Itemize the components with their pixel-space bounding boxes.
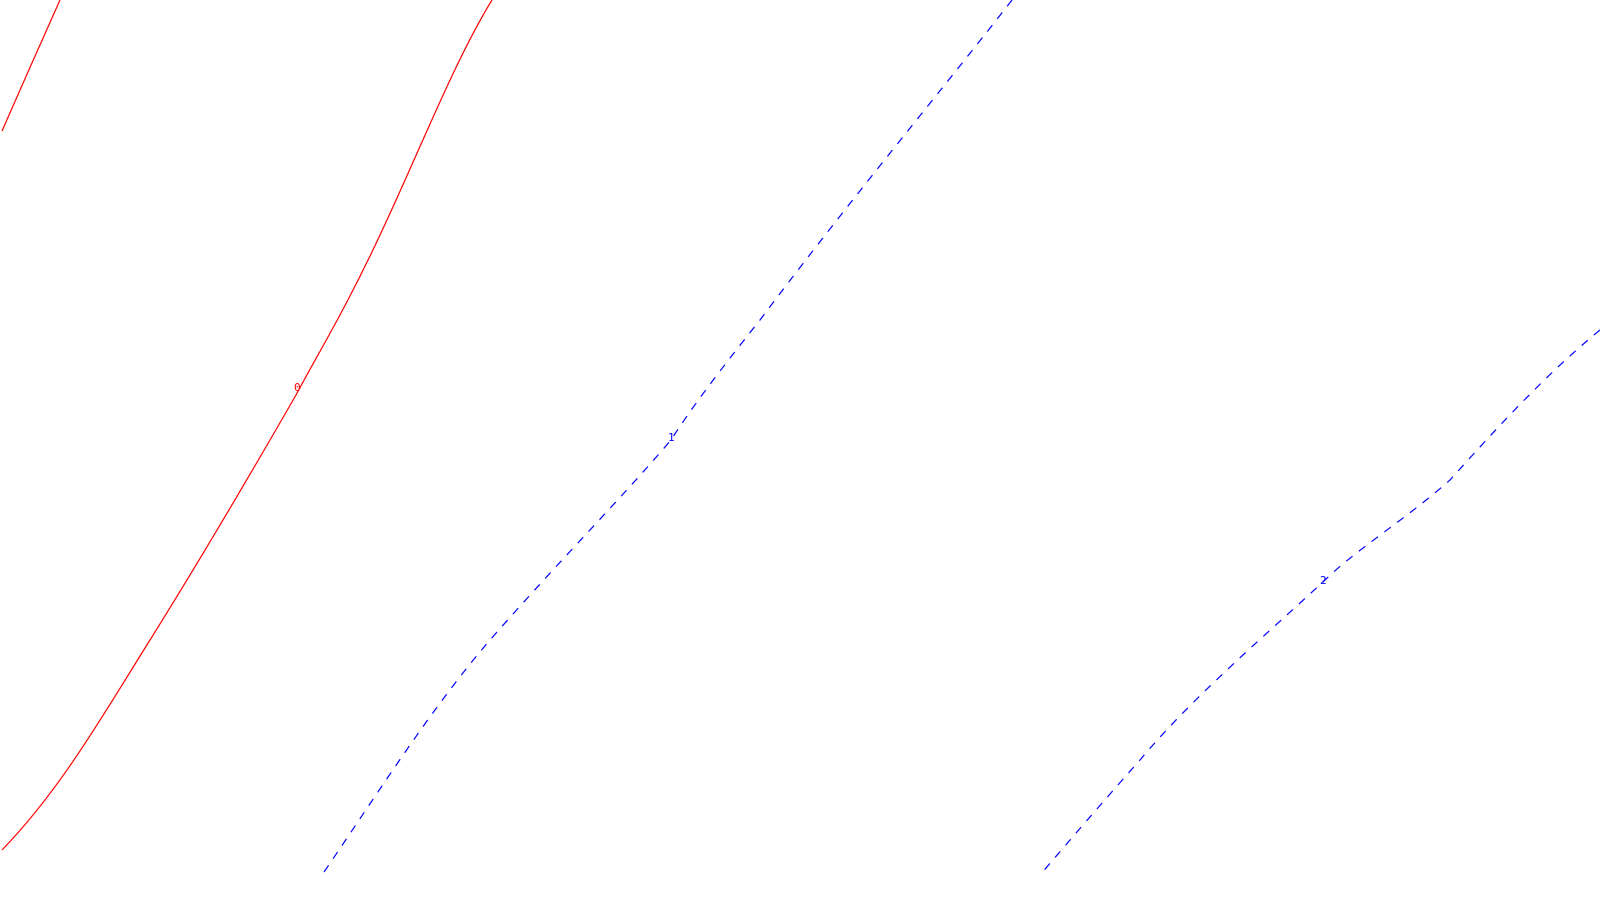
contour-line-0	[1, 0, 493, 851]
contour-line-2	[1039, 329, 1600, 876]
contour-line-1	[321, 0, 1013, 876]
contour-label-2: 2	[1320, 574, 1327, 587]
contour-label-0: 0	[294, 381, 301, 394]
contour-line-0-upper	[1, 0, 61, 132]
contour-label-1: 1	[668, 431, 675, 444]
